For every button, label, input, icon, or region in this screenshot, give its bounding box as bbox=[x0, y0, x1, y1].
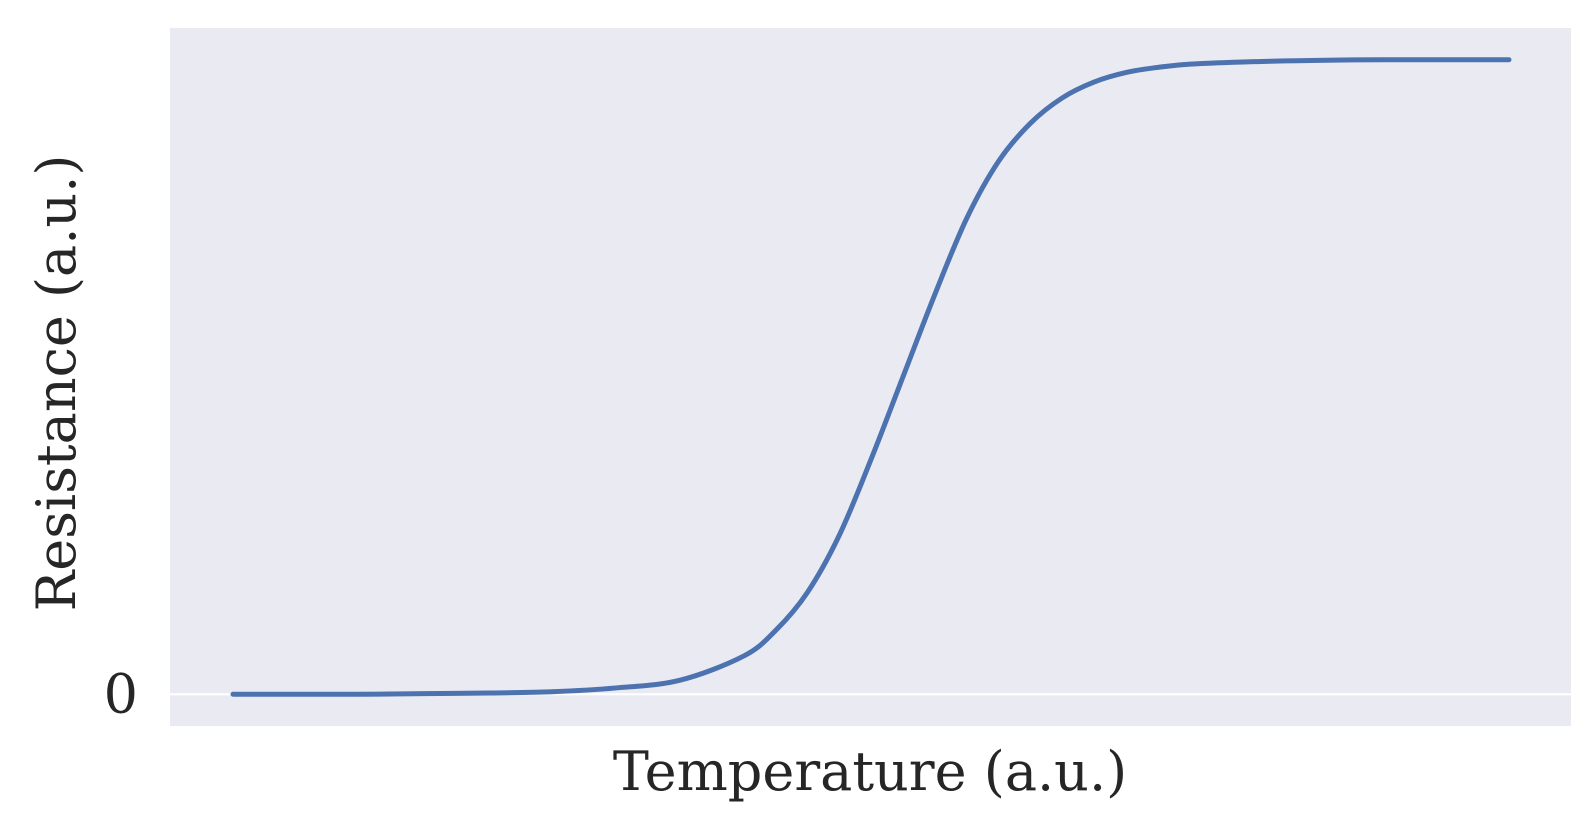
y-axis-label: Resistance (a.u.) bbox=[25, 155, 88, 612]
series-line bbox=[230, 57, 1512, 697]
plot-area bbox=[170, 28, 1571, 726]
y-tick-labels: 0 bbox=[104, 662, 138, 725]
y-tick-label-0: 0 bbox=[104, 662, 138, 725]
x-axis-label: Temperature (a.u.) bbox=[613, 740, 1127, 803]
